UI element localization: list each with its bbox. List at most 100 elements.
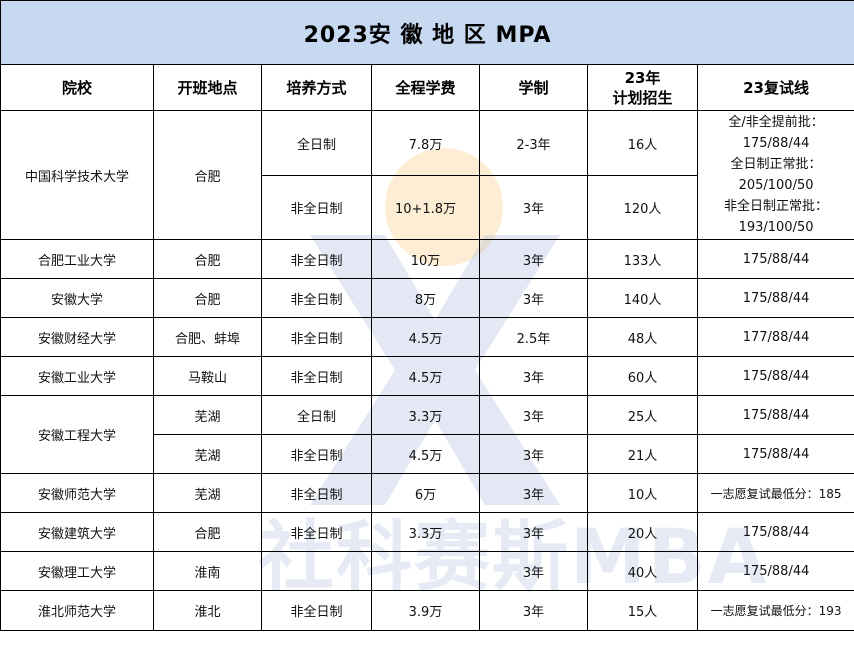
mode-cell: 非全日制 [261,278,372,318]
score-cell: 175/88/44 [696,395,854,435]
header-plan-line2: 计划招生 [612,88,673,107]
score-cell: 一志愿复试最低分：193 [696,590,854,631]
plan-cell: 21人 [587,434,698,474]
plan-cell: 10人 [587,473,698,513]
plan-cell: 133人 [587,239,698,279]
table-row: 安徽工程大学 芜湖 全日制 3.3万 3年 25人 175/88/44 [0,395,854,474]
plan-cell: 15人 [587,590,698,631]
plan-cell: 16人 [587,110,698,176]
header-plan: 23年 计划招生 [587,64,698,111]
location-cell: 芜湖 [153,434,262,474]
tuition-cell: 3.3万 [371,512,480,552]
score-cell: 175/88/44 [696,551,854,591]
duration-cell: 3年 [479,239,588,279]
location-cell: 合肥、蚌埠 [153,317,262,357]
plan-cell: 48人 [587,317,698,357]
table-row: 非全日制 10+1.8万 3年 120人 [1,175,854,240]
tuition-cell [371,551,480,591]
mode-cell: 非全日制 [261,434,372,474]
score-line: 全/非全提前批： [728,115,824,130]
header-mode: 培养方式 [261,64,372,111]
tuition-cell: 10万 [371,239,480,279]
header-school: 院校 [0,64,154,111]
score-cell: 175/88/44 [696,512,854,552]
table-row: 安徽建筑大学 合肥 非全日制 3.3万 3年 20人 175/88/44 [0,512,854,552]
location-cell: 芜湖 [153,473,262,513]
location-cell: 合肥 [153,239,262,279]
header-tuition: 全程学费 [371,64,480,111]
location-cell: 合肥 [153,278,262,318]
score-cell: 全/非全提前批： 175/88/44 全日制正常批： 205/100/50 非全… [696,110,854,240]
duration-cell: 3年 [479,473,588,513]
mode-cell [261,551,372,591]
duration-cell: 3年 [479,590,588,631]
school-cell: 中国科学技术大学 [0,110,154,240]
plan-cell: 60人 [587,356,698,396]
location-cell: 马鞍山 [153,356,262,396]
table-row: 安徽大学 合肥 非全日制 8万 3年 140人 175/88/44 [0,278,854,318]
tuition-cell: 10+1.8万 [371,175,480,240]
header-score: 23复试线 [696,64,854,111]
score-line: 非全日制正常批： [724,199,829,214]
mode-cell: 非全日制 [261,175,372,240]
tuition-cell: 4.5万 [371,434,480,474]
plan-cell: 120人 [587,175,698,240]
tuition-cell: 4.5万 [371,317,480,357]
header-plan-line1: 23年 [624,68,661,87]
location-cell: 合肥 [153,110,262,240]
title-row: 2023安 徽 地 区 MPA [0,0,854,65]
table-row: 安徽师范大学 芜湖 非全日制 6万 3年 10人 一志愿复试最低分：185 [0,473,854,513]
header-row: 院校 开班地点 培养方式 全程学费 学制 23年 计划招生 23复试线 [0,64,854,111]
duration-cell: 3年 [479,356,588,396]
location-cell: 合肥 [153,512,262,552]
table-row: 淮北师范大学 淮北 非全日制 3.9万 3年 15人 一志愿复试最低分：193 [0,590,854,631]
mode-cell: 非全日制 [261,512,372,552]
plan-cell: 25人 [587,395,698,435]
school-cell: 淮北师范大学 [0,590,154,631]
mode-cell: 非全日制 [261,473,372,513]
score-cell: 175/88/44 [696,278,854,318]
school-cell: 安徽师范大学 [0,473,154,513]
school-cell: 安徽大学 [0,278,154,318]
score-cell: 一志愿复试最低分：185 [696,473,854,513]
school-cell: 安徽工程大学 [0,395,154,474]
duration-cell: 3年 [479,278,588,318]
score-line: 全日制正常批： [730,157,822,172]
school-cell: 合肥工业大学 [0,239,154,279]
duration-cell: 3年 [479,512,588,552]
mpa-table: 2023安 徽 地 区 MPA 院校 开班地点 培养方式 全程学费 学制 23年… [0,0,854,631]
score-cell: 175/88/44 [696,434,854,474]
mode-cell: 非全日制 [261,590,372,631]
plan-cell: 20人 [587,512,698,552]
location-cell: 芜湖 [153,395,262,435]
table-row: 安徽工业大学 马鞍山 非全日制 4.5万 3年 60人 175/88/44 [0,356,854,396]
location-cell: 淮南 [153,551,262,591]
location-cell: 淮北 [153,590,262,631]
score-cell: 175/88/44 [696,239,854,279]
plan-cell: 40人 [587,551,698,591]
duration-cell: 2-3年 [479,110,588,176]
tuition-cell: 8万 [371,278,480,318]
mode-cell: 非全日制 [261,317,372,357]
table-row: 中国科学技术大学 合肥 全日制 7.8万 2-3年 16人 全/非全提前批： 1… [0,110,854,240]
mode-cell: 全日制 [261,395,372,435]
school-cell: 安徽财经大学 [0,317,154,357]
tuition-cell: 3.9万 [371,590,480,631]
school-cell: 安徽建筑大学 [0,512,154,552]
score-line: 175/88/44 [742,136,810,151]
school-cell: 安徽理工大学 [0,551,154,591]
tuition-cell: 6万 [371,473,480,513]
score-line: 193/100/50 [738,220,814,235]
header-location: 开班地点 [153,64,262,111]
header-duration: 学制 [479,64,588,111]
score-cell: 177/88/44 [696,317,854,357]
table-row: 安徽理工大学 淮南 3年 40人 175/88/44 [0,551,854,591]
duration-cell: 3年 [479,175,588,240]
table-row: 合肥工业大学 合肥 非全日制 10万 3年 133人 175/88/44 [0,239,854,279]
duration-cell: 3年 [479,551,588,591]
tuition-cell: 3.3万 [371,395,480,435]
school-cell: 安徽工业大学 [0,356,154,396]
mode-cell: 全日制 [261,110,372,176]
tuition-cell: 4.5万 [371,356,480,396]
